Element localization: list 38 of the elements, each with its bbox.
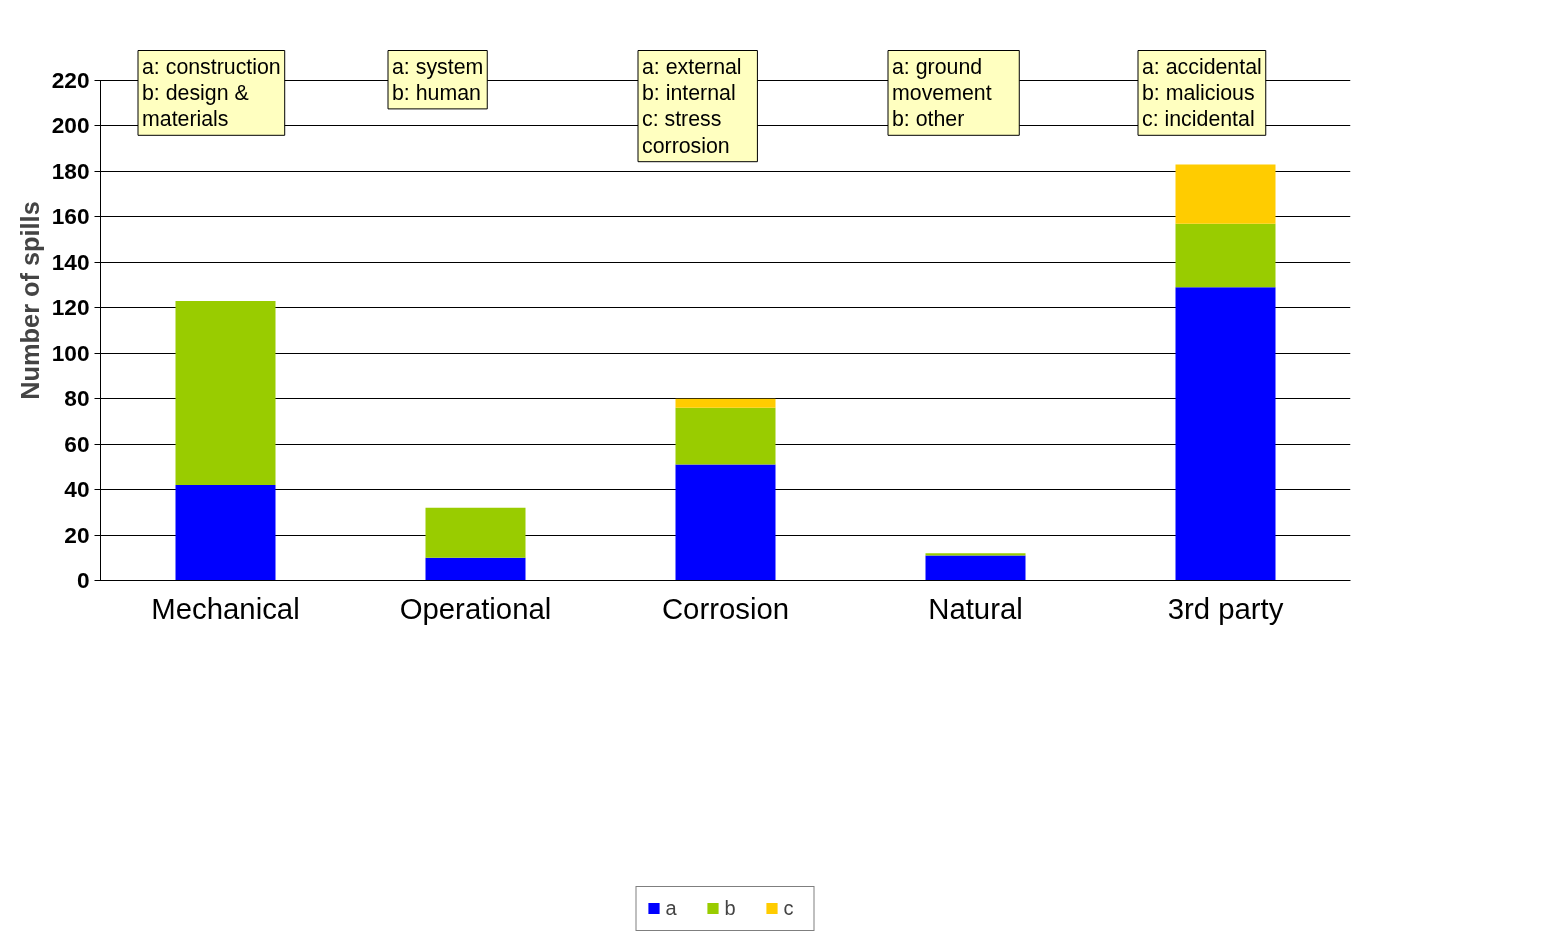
bar bbox=[1175, 223, 1276, 288]
y-tick-label: 220 bbox=[51, 67, 90, 93]
annotation: a: external b: internal c: stress corrosion bbox=[642, 54, 742, 158]
annotation: a: construction b: design & materials bbox=[142, 54, 281, 132]
bar bbox=[675, 407, 776, 465]
bar bbox=[925, 553, 1026, 556]
x-tick-label: Operational bbox=[399, 591, 552, 625]
x-tick-label: 3rd party bbox=[1167, 591, 1284, 625]
legend-label: b bbox=[724, 896, 737, 920]
bar bbox=[925, 555, 1026, 581]
y-tick-label: 200 bbox=[51, 112, 90, 139]
y-tick-label: 0 bbox=[76, 567, 90, 593]
legend-label: c bbox=[783, 896, 795, 920]
bar bbox=[675, 398, 776, 408]
y-tick-label: 120 bbox=[51, 294, 90, 321]
x-tick-label: Mechanical bbox=[151, 591, 300, 625]
bar bbox=[175, 485, 276, 581]
annotation: a: system b: human bbox=[392, 54, 484, 105]
legend-label: a bbox=[665, 896, 678, 920]
bar bbox=[1175, 287, 1276, 581]
y-tick-label: 80 bbox=[64, 385, 90, 412]
x-tick-label: Natural bbox=[928, 591, 1023, 625]
y-tick-label: 180 bbox=[51, 157, 90, 184]
bar bbox=[425, 557, 526, 581]
bar bbox=[675, 464, 776, 581]
y-tick-label: 20 bbox=[64, 521, 90, 548]
annotation: a: ground movement b: other bbox=[892, 54, 992, 132]
bar bbox=[425, 507, 526, 558]
y-tick-label: 140 bbox=[51, 248, 90, 275]
y-axis-title: Number of spills bbox=[15, 201, 44, 400]
y-tick-label: 40 bbox=[64, 476, 90, 503]
x-tick-label: Corrosion bbox=[661, 591, 790, 625]
bar bbox=[175, 300, 276, 486]
annotation: a: accidental b: malicious c: incidental bbox=[1142, 54, 1262, 132]
y-tick-label: 60 bbox=[64, 430, 90, 457]
y-tick-label: 100 bbox=[51, 339, 90, 366]
bar bbox=[1175, 164, 1276, 224]
y-tick-label: 160 bbox=[51, 203, 90, 230]
